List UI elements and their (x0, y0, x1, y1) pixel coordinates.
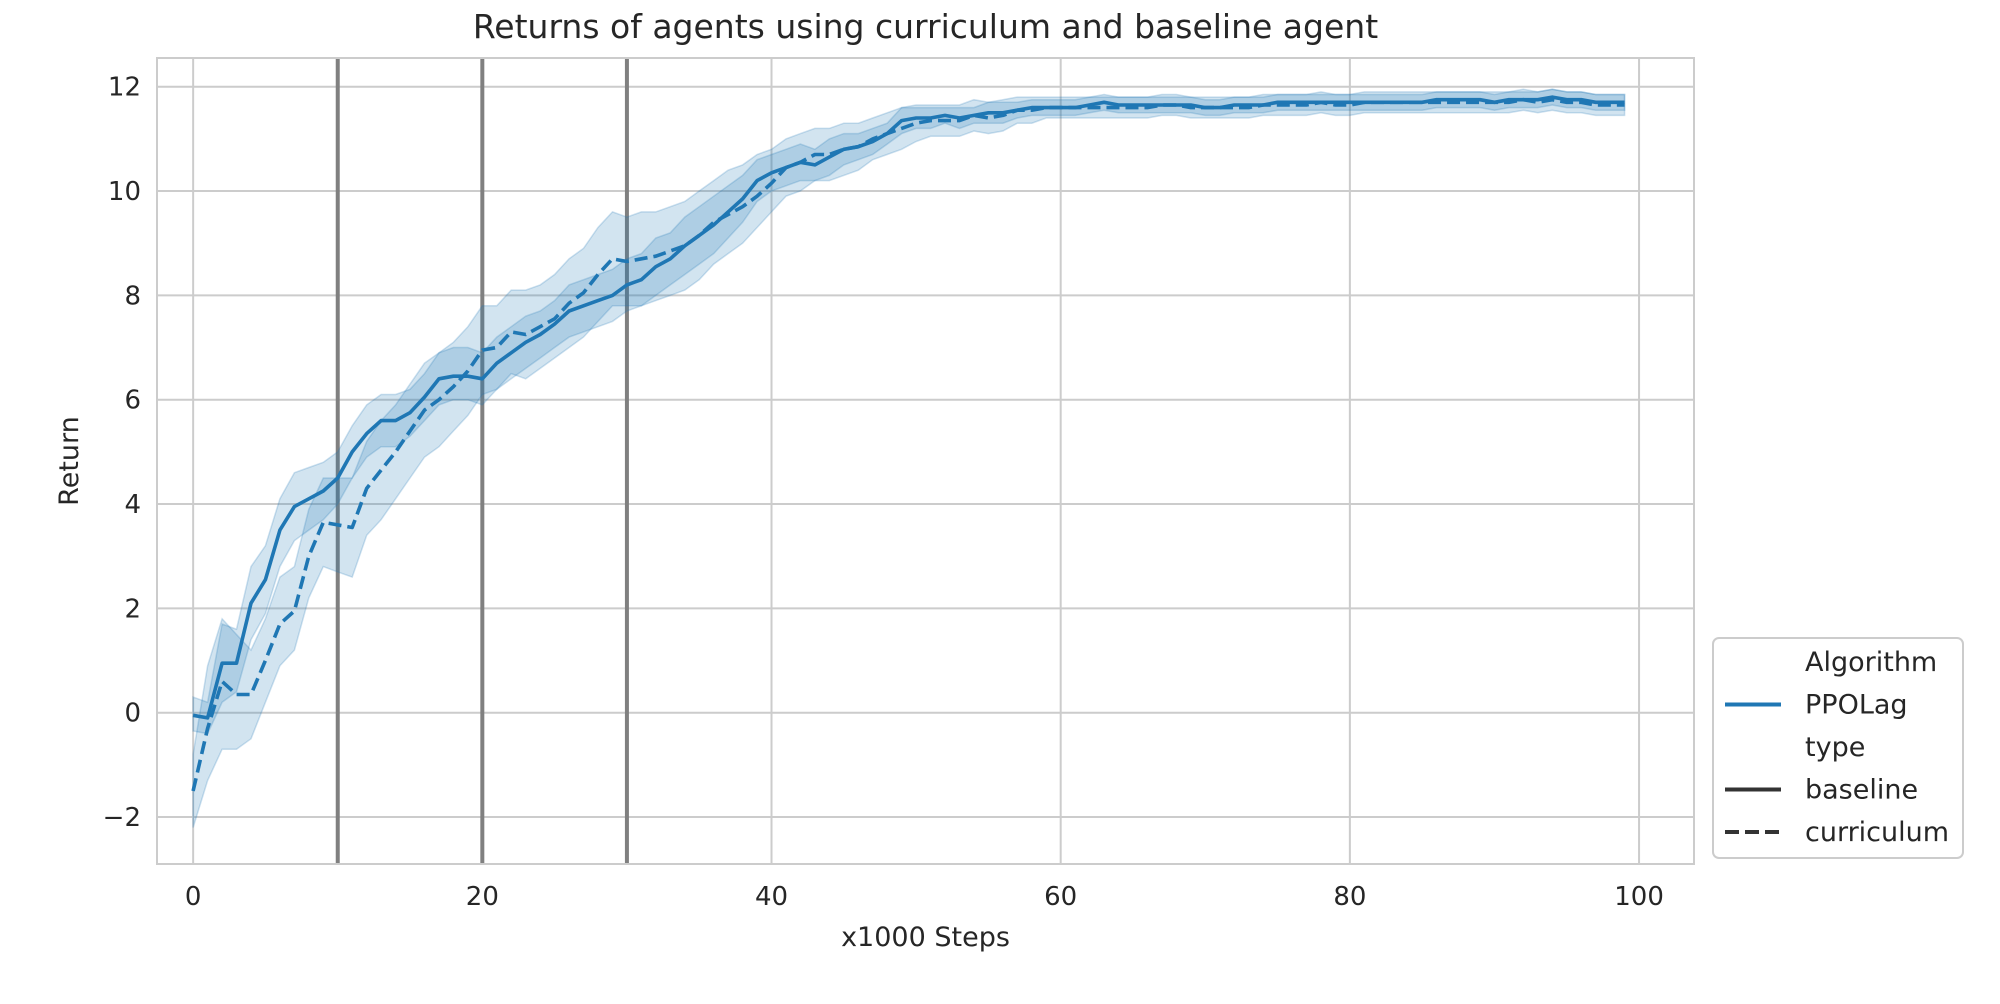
y-tick-label: 12 (108, 73, 141, 103)
y-tick-label: 10 (108, 177, 141, 207)
legend-label-type: type (1805, 732, 1865, 763)
legend-label-baseline: baseline (1805, 775, 1918, 806)
legend-label-Algorithm: Algorithm (1805, 647, 1937, 678)
x-axis-label: x1000 Steps (841, 922, 1010, 953)
band-baseline (192, 88, 1626, 735)
tick-labels: 0 20 40 60 80 100 −2 0 2 4 6 8 10 12 (103, 73, 1664, 912)
plot-frame (156, 57, 1695, 865)
x-tick-label: 60 (1044, 882, 1077, 912)
line-curriculum (191, 97, 1625, 792)
grid (157, 58, 1694, 864)
y-tick-label: 2 (124, 594, 141, 624)
series-lines (191, 95, 1625, 792)
legend-label-curriculum: curriculum (1805, 817, 1949, 848)
y-tick-label: 4 (124, 490, 141, 520)
x-tick-label: 100 (1614, 882, 1664, 912)
y-tick-label: 8 (124, 281, 141, 311)
x-tick-label: 40 (755, 882, 788, 912)
vertical-markers (335, 58, 629, 864)
y-tick-label: 0 (124, 699, 141, 729)
band-curriculum (192, 88, 1626, 828)
y-axis-label: Return (54, 416, 85, 506)
y-tick-label: −2 (103, 803, 141, 833)
chart-title: Returns of agents using curriculum and b… (473, 7, 1378, 46)
legend-box (1712, 637, 1964, 859)
y-tick-label: 6 (124, 386, 141, 416)
x-tick-label: 20 (466, 882, 499, 912)
legend-label-PPOLag: PPOLag (1805, 690, 1908, 721)
x-tick-label: 80 (1333, 882, 1366, 912)
plot-area (157, 58, 1694, 864)
x-tick-label: 0 (185, 882, 202, 912)
legend: Algorithm PPOLag type baseline curriculum (1712, 637, 1964, 859)
confidence-bands (192, 88, 1626, 828)
line-baseline (192, 95, 1625, 720)
